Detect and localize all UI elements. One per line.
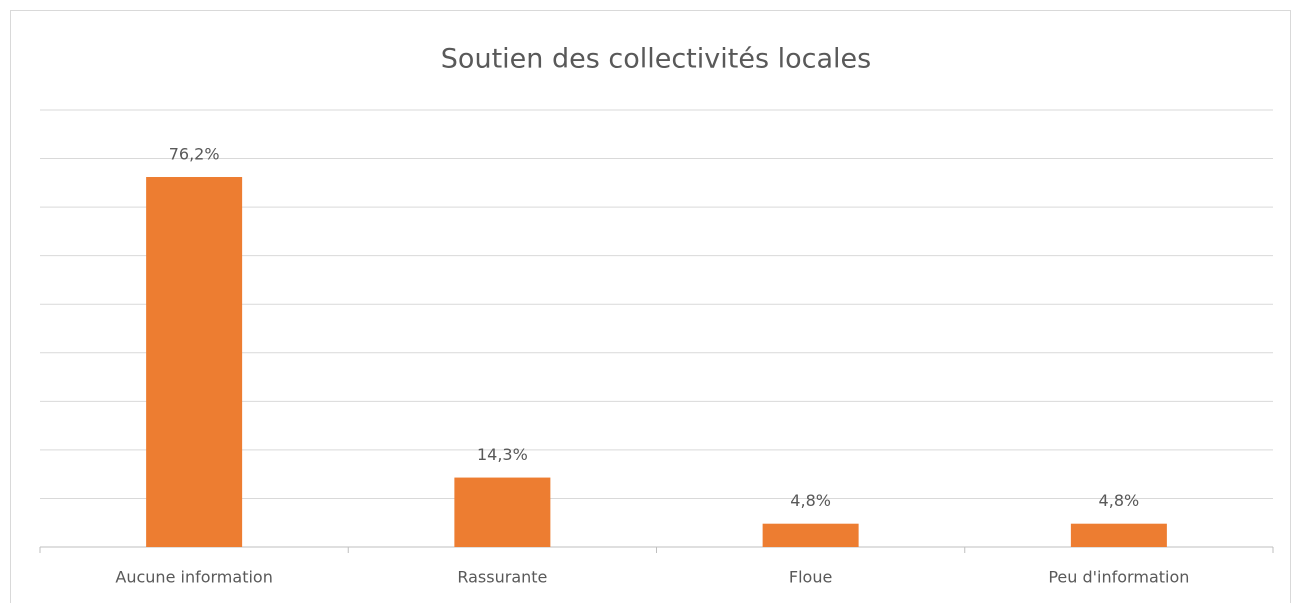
bar	[454, 477, 551, 547]
bar	[1070, 523, 1167, 547]
chart-title: Soutien des collectivités locales	[441, 44, 871, 75]
data-label: 4,8%	[790, 491, 831, 510]
x-tick-label: Peu d'information	[1048, 568, 1189, 587]
data-label: 4,8%	[1099, 491, 1140, 510]
data-label: 76,2%	[169, 145, 220, 164]
data-label: 14,3%	[477, 445, 528, 464]
x-tick-label: Aucune information	[115, 568, 272, 587]
bar	[146, 177, 243, 548]
x-tick-label: Rassurante	[457, 568, 547, 587]
bar	[762, 523, 859, 547]
x-tick-label: Floue	[789, 568, 832, 587]
